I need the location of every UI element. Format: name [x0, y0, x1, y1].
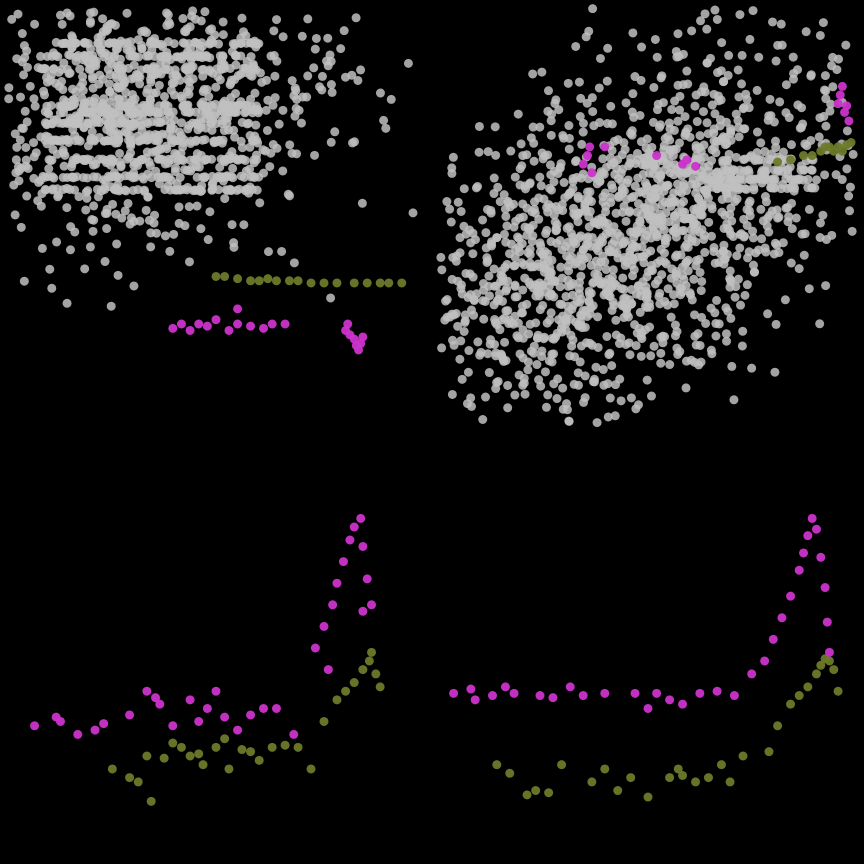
series-magenta [168, 304, 367, 354]
series-gray [4, 6, 417, 310]
plot-top-right [432, 0, 864, 432]
panel-top-left [0, 0, 432, 432]
plot-top-left [0, 0, 432, 432]
panel-bottom-right [432, 432, 864, 864]
panel-bottom-left [0, 432, 432, 864]
plot-bottom-right [432, 432, 864, 864]
series-olive [492, 654, 842, 801]
panel-top-right [432, 0, 864, 432]
series-olive [108, 648, 385, 806]
series-gray [436, 4, 857, 427]
series-olive [212, 272, 407, 287]
scatter-grid [0, 0, 864, 864]
series-magenta [449, 514, 834, 713]
plot-bottom-left [0, 432, 432, 864]
series-magenta [30, 514, 376, 739]
